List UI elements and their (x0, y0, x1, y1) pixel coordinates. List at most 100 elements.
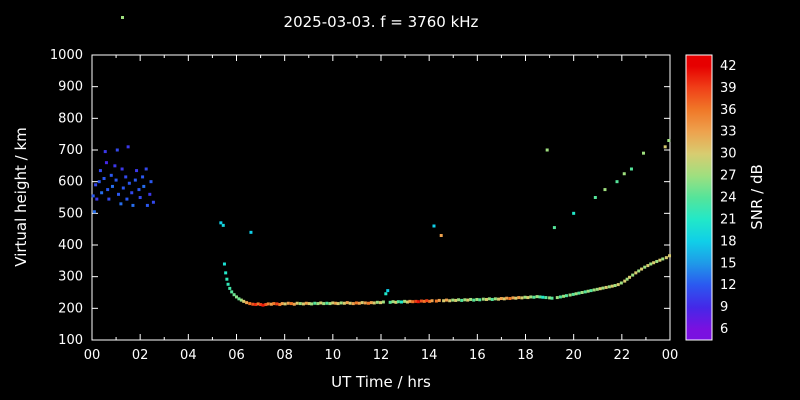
data-point (511, 296, 515, 300)
y-axis-label: Virtual height / km (12, 127, 30, 267)
data-point (442, 299, 446, 303)
data-point (298, 302, 302, 306)
data-point (94, 183, 98, 187)
data-point (493, 297, 497, 301)
data-point (555, 296, 559, 300)
y-tick-label: 500 (58, 206, 83, 221)
data-point (574, 292, 578, 296)
data-point (145, 203, 149, 207)
data-point (116, 192, 120, 196)
colorbar-tick-label: 42 (720, 59, 737, 74)
colorbar (685, 54, 713, 341)
data-point (328, 302, 332, 306)
data-point (131, 203, 135, 207)
data-point (548, 296, 552, 300)
data-point (642, 151, 646, 155)
data-point (242, 299, 246, 303)
data-point (259, 303, 263, 307)
data-point (613, 284, 617, 288)
data-point (502, 297, 506, 301)
data-point (403, 299, 407, 303)
data-point (316, 302, 320, 306)
data-point (304, 301, 308, 305)
data-point (425, 299, 429, 303)
data-point (249, 230, 253, 234)
data-point (135, 169, 139, 173)
data-point (629, 167, 633, 171)
data-point (562, 294, 566, 298)
colorbar-tick-label: 15 (720, 256, 737, 271)
x-tick-label: 14 (421, 348, 438, 363)
data-point (667, 139, 671, 142)
data-point (379, 301, 383, 305)
data-point (339, 301, 343, 305)
data-point (541, 295, 545, 299)
data-point (603, 188, 607, 192)
data-point (381, 300, 385, 304)
data-point (125, 197, 129, 201)
data-point (451, 298, 455, 302)
data-point (95, 197, 99, 201)
data-point (658, 258, 662, 262)
data-point (283, 302, 287, 306)
colorbar-tick-label: 36 (720, 103, 737, 118)
data-point (422, 299, 426, 303)
x-tick-label: 12 (373, 348, 390, 363)
data-point (256, 302, 260, 306)
data-point (106, 188, 110, 192)
data-point (280, 302, 284, 306)
data-point (264, 303, 268, 307)
data-point (351, 302, 355, 306)
y-tick-label: 200 (58, 301, 83, 316)
data-point (623, 279, 627, 283)
data-point (100, 191, 104, 195)
data-point (514, 296, 518, 300)
data-point (457, 298, 461, 302)
data-point (239, 298, 243, 302)
colorbar-tick-label: 33 (720, 125, 737, 140)
data-point (104, 161, 108, 165)
colorbar-label: SNR / dB (748, 164, 766, 230)
data-point (275, 302, 279, 306)
data-point (115, 148, 119, 152)
colorbar-tick-label: 18 (720, 234, 737, 249)
data-point (649, 262, 653, 266)
y-tick-label: 400 (58, 238, 83, 253)
x-tick-label: 00 (662, 348, 679, 363)
data-point (640, 267, 644, 271)
data-point (460, 298, 464, 302)
x-tick-label: 20 (565, 348, 582, 363)
data-point (127, 181, 131, 185)
data-point (110, 184, 114, 188)
x-tick-label: 22 (614, 348, 631, 363)
data-point (601, 286, 605, 290)
data-point (520, 296, 524, 300)
data-point (405, 300, 409, 304)
data-point (120, 167, 124, 171)
data-point (235, 295, 238, 299)
data-point (634, 271, 638, 275)
data-point (631, 273, 635, 277)
data-point (357, 301, 361, 305)
y-tick-label: 100 (58, 333, 83, 348)
data-point (384, 292, 388, 296)
data-point (109, 173, 113, 177)
data-point (102, 177, 106, 180)
x-tick-label: 18 (517, 348, 534, 363)
data-point (248, 302, 252, 306)
data-point (497, 297, 501, 301)
data-point (564, 294, 568, 298)
data-point (114, 178, 118, 182)
y-tick-label: 900 (58, 80, 83, 95)
data-point (386, 289, 390, 293)
y-tick-label: 300 (58, 270, 83, 285)
data-point (448, 299, 452, 303)
data-point (586, 289, 590, 293)
colorbar-tick-label: 9 (720, 300, 728, 315)
data-point (652, 261, 656, 265)
data-point (149, 180, 153, 184)
x-tick-label: 00 (84, 348, 101, 363)
data-point (124, 175, 128, 179)
data-point (580, 291, 584, 294)
